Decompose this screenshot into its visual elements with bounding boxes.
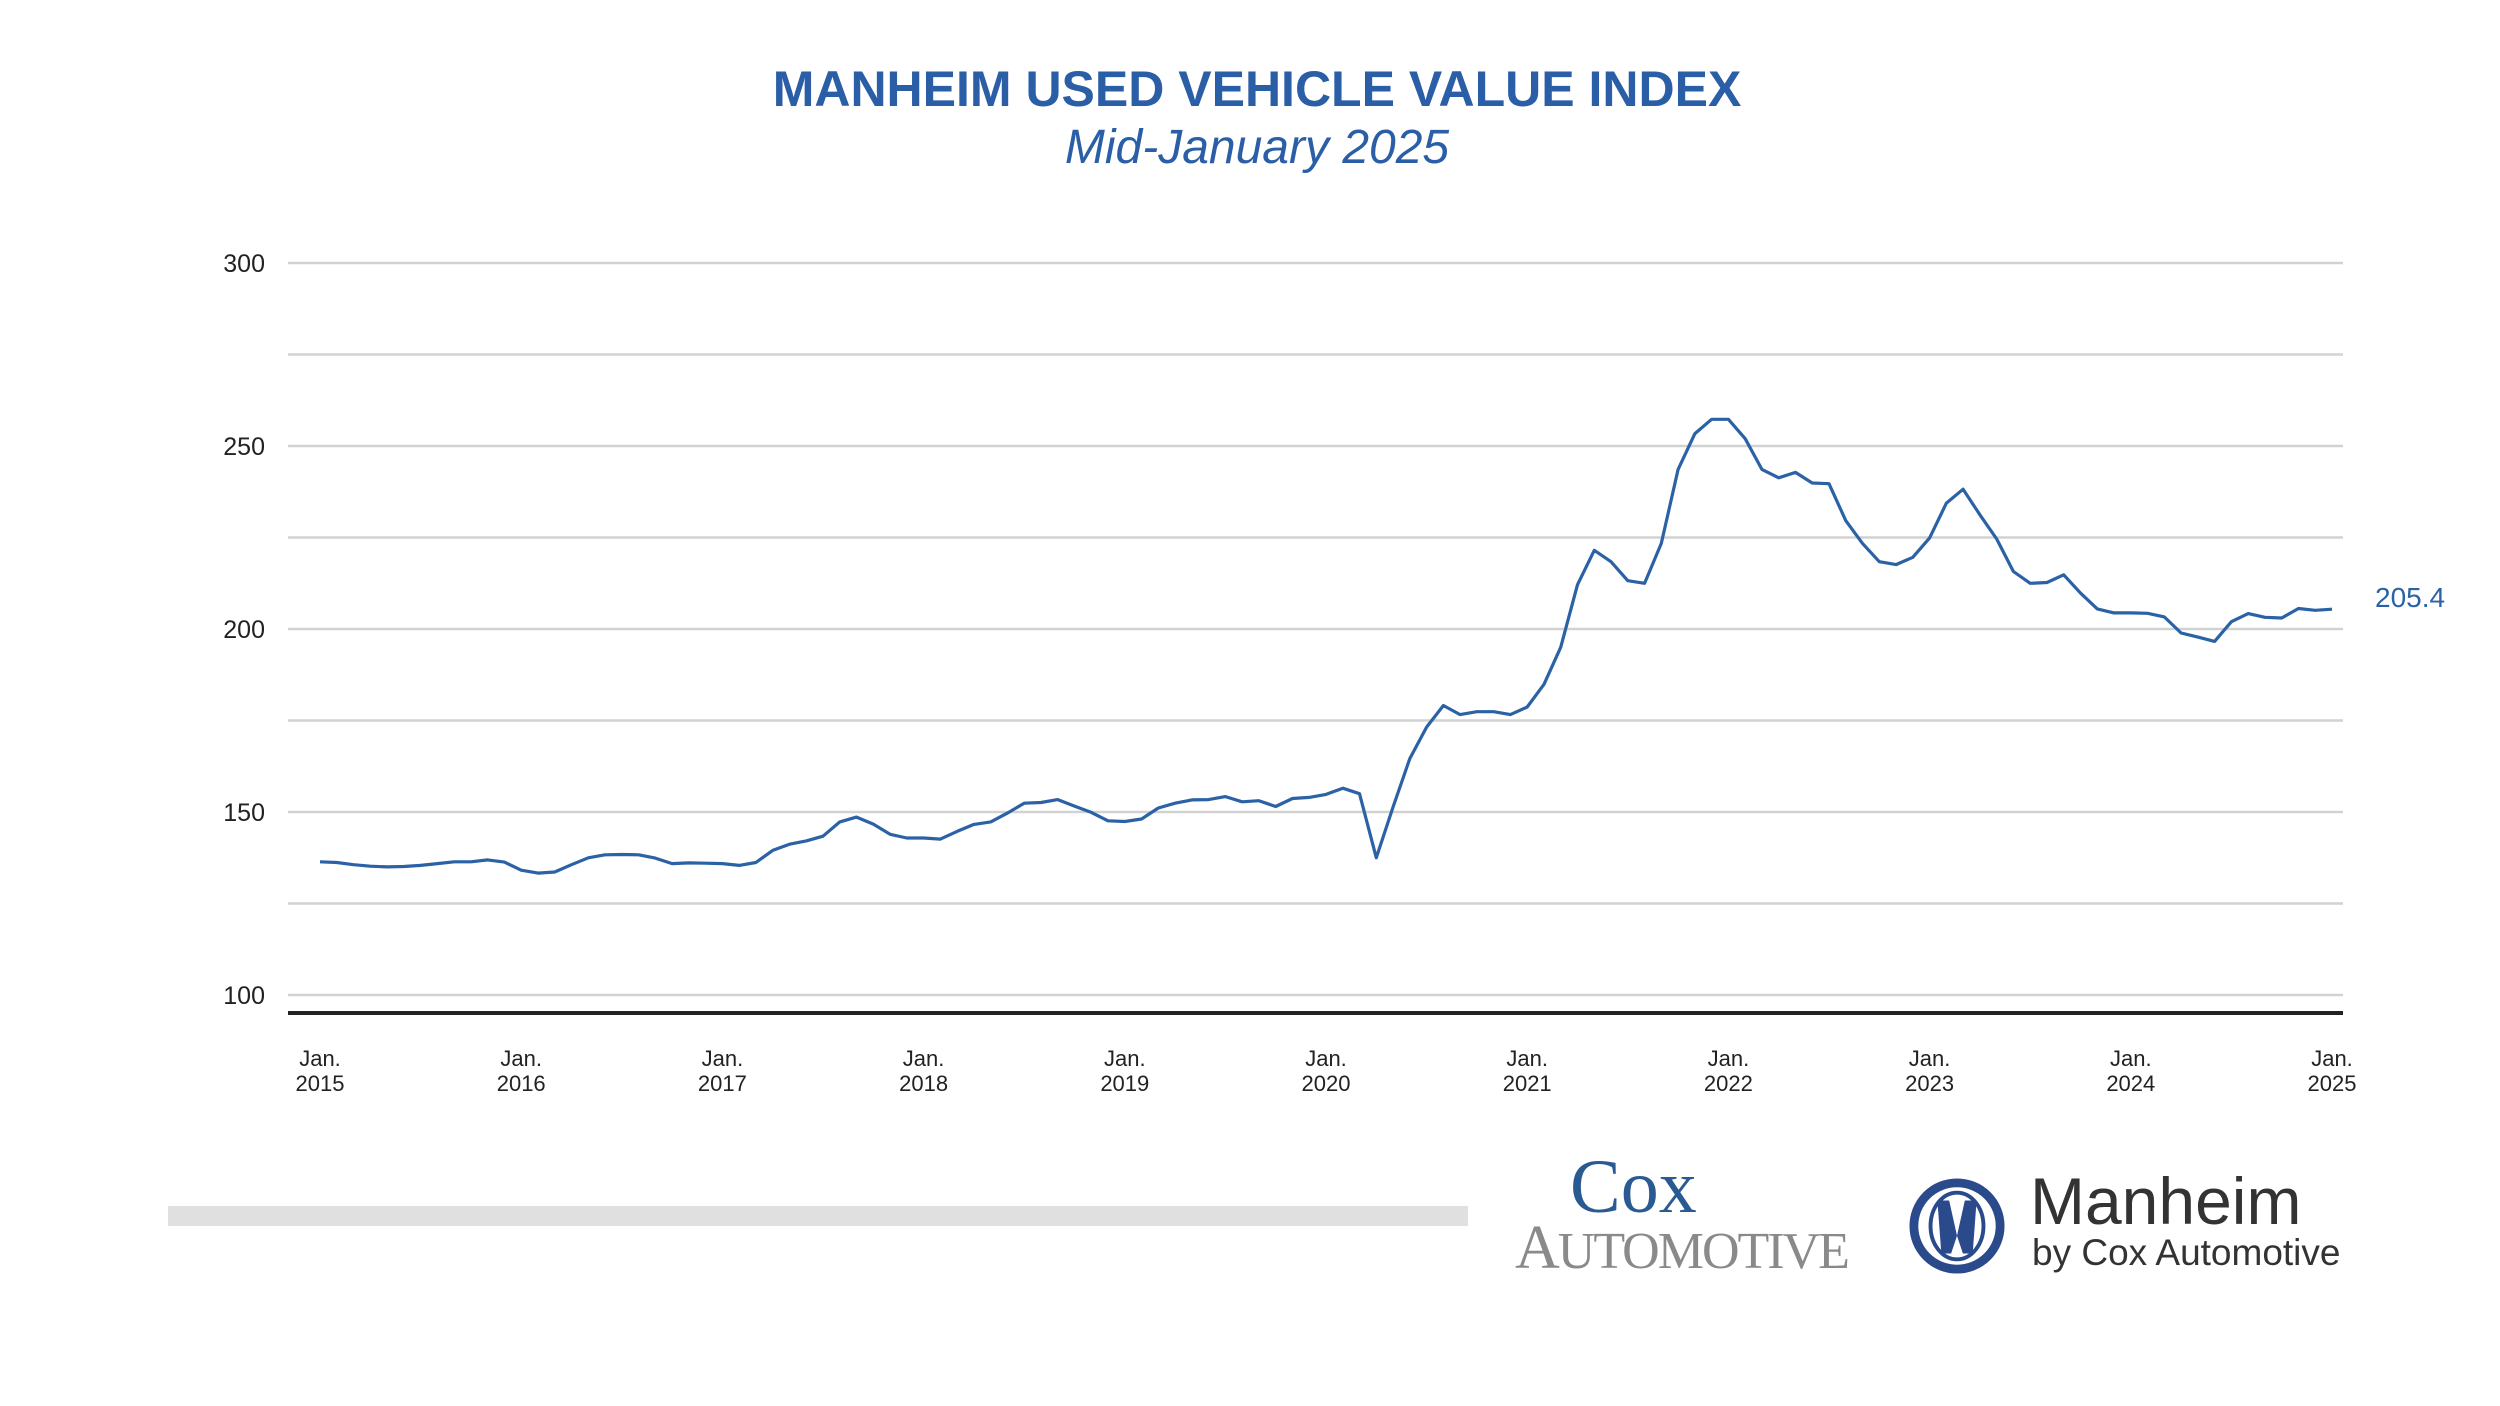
cox-logo-bottom: AUTOMOTIVE [1515,1214,1850,1282]
x-tick-label-month: Jan. [1708,1046,1750,1071]
footer-divider-bar [168,1206,1468,1226]
x-tick-label-month: Jan. [903,1046,945,1071]
manheim-logo-tagline: by Cox Automotive [2032,1232,2341,1273]
x-tick-label-month: Jan. [1305,1046,1347,1071]
x-tick-label-month: Jan. [2311,1046,2353,1071]
x-tick-label-year: 2015 [296,1071,345,1096]
chart-subtitle: Mid-January 2025 [1064,121,1450,174]
y-tick-label: 250 [223,433,265,461]
x-tick-label-month: Jan. [1909,1046,1951,1071]
x-tick-label-month: Jan. [702,1046,744,1071]
x-tick-label-month: Jan. [1104,1046,1146,1071]
x-tick-label-month: Jan. [500,1046,542,1071]
x-tick-label-year: 2016 [497,1071,546,1096]
x-tick-label-year: 2017 [698,1071,747,1096]
x-tick-label-year: 2020 [1302,1071,1351,1096]
x-tick-label-year: 2024 [2106,1071,2155,1096]
x-tick-label-year: 2018 [899,1071,948,1096]
x-tick-label-month: Jan. [299,1046,341,1071]
end-value-label: 205.4 [2375,582,2445,613]
x-tick-label-year: 2019 [1100,1071,1149,1096]
y-tick-label: 100 [223,982,265,1010]
x-tick-label-year: 2022 [1704,1071,1753,1096]
series [319,417,2333,875]
manheim-logo-name: Manheim [2030,1164,2302,1238]
y-tick-label: 150 [223,799,265,827]
y-tick-label: 200 [223,616,265,644]
series-line [319,417,2333,875]
x-tick-label-year: 2023 [1905,1071,1954,1096]
y-axis-ticks: 100 150 200 250 300 [223,250,265,1010]
x-tick-label-month: Jan. [2110,1046,2152,1071]
gridlines [288,261,2343,997]
chart-title: MANHEIM USED VEHICLE VALUE INDEX [772,61,1742,117]
x-tick-label-year: 2025 [2308,1071,2357,1096]
cox-logo-top: Cox [1570,1145,1697,1229]
y-tick-label: 300 [223,250,265,278]
cox-automotive-logo: Cox AUTOMOTIVE [1515,1149,1865,1282]
x-tick-label-year: 2021 [1503,1071,1552,1096]
manheim-m-icon [1909,1178,2005,1274]
x-axis-ticks: Jan.2015Jan.2016Jan.2017Jan.2018Jan.2019… [296,1046,2357,1096]
x-tick-label-month: Jan. [1506,1046,1548,1071]
